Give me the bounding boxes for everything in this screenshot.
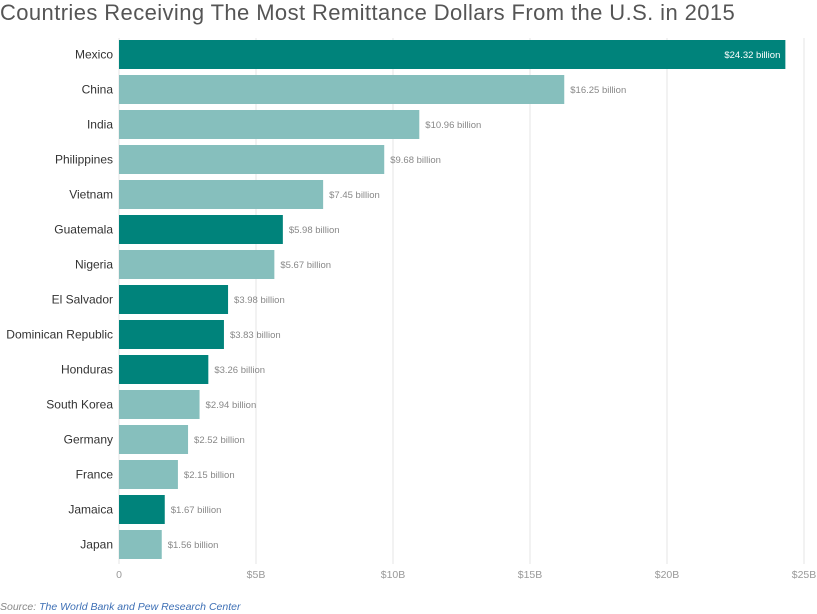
category-label: France xyxy=(76,468,114,482)
bar xyxy=(119,390,200,419)
category-label: South Korea xyxy=(46,398,113,412)
x-tick-label: $10B xyxy=(381,569,406,581)
bar xyxy=(119,425,189,454)
x-tick-label: $25B xyxy=(792,569,817,581)
category-label: Honduras xyxy=(61,363,113,377)
category-label: Nigeria xyxy=(75,258,113,272)
category-label: Vietnam xyxy=(69,188,113,202)
category-label: Philippines xyxy=(55,153,113,167)
bar xyxy=(119,320,224,349)
data-label: $9.68 billion xyxy=(390,155,441,166)
category-label: Japan xyxy=(80,538,113,552)
data-label: $3.83 billion xyxy=(230,330,281,341)
bar xyxy=(119,180,324,209)
bar xyxy=(119,285,229,314)
bar xyxy=(119,145,385,174)
data-label: $1.67 billion xyxy=(171,505,222,516)
category-label: Dominican Republic xyxy=(6,328,113,342)
bar xyxy=(119,460,178,489)
data-label: $5.98 billion xyxy=(289,225,340,236)
category-label: Mexico xyxy=(75,48,113,62)
category-label: China xyxy=(82,83,114,97)
x-tick-label: $20B xyxy=(655,569,680,581)
bar xyxy=(119,355,209,384)
data-label: $3.26 billion xyxy=(214,365,265,376)
data-label: $3.98 billion xyxy=(234,295,285,306)
bar xyxy=(119,495,165,524)
x-tick-label: $15B xyxy=(518,569,543,581)
category-label: India xyxy=(87,118,113,132)
bar xyxy=(119,75,565,104)
source-link[interactable]: The World Bank and Pew Research Center xyxy=(39,601,241,613)
category-label: Guatemala xyxy=(54,223,113,237)
x-tick-label: 0 xyxy=(116,569,122,581)
data-label: $2.52 billion xyxy=(194,435,245,446)
bar xyxy=(119,110,420,139)
data-label: $16.25 billion xyxy=(570,85,626,96)
data-label: $24.32 billion xyxy=(724,50,780,61)
category-label: Germany xyxy=(64,433,113,447)
data-label: $2.15 billion xyxy=(184,470,235,481)
bar xyxy=(119,215,283,244)
source-note: Source: The World Bank and Pew Research … xyxy=(0,601,240,613)
chart-title: Countries Receiving The Most Remittance … xyxy=(0,0,736,25)
bar xyxy=(119,530,162,559)
category-label: Jamaica xyxy=(68,503,113,517)
bar xyxy=(119,250,275,279)
x-tick-label: $5B xyxy=(247,569,266,581)
data-label: $10.96 billion xyxy=(425,120,481,131)
data-label: $1.56 billion xyxy=(168,540,219,551)
bar xyxy=(119,40,786,69)
data-label: $2.94 billion xyxy=(206,400,257,411)
source-prefix: Source: xyxy=(0,601,37,613)
data-label: $7.45 billion xyxy=(329,190,380,201)
data-label: $5.67 billion xyxy=(280,260,331,271)
category-label: El Salvador xyxy=(52,293,113,307)
